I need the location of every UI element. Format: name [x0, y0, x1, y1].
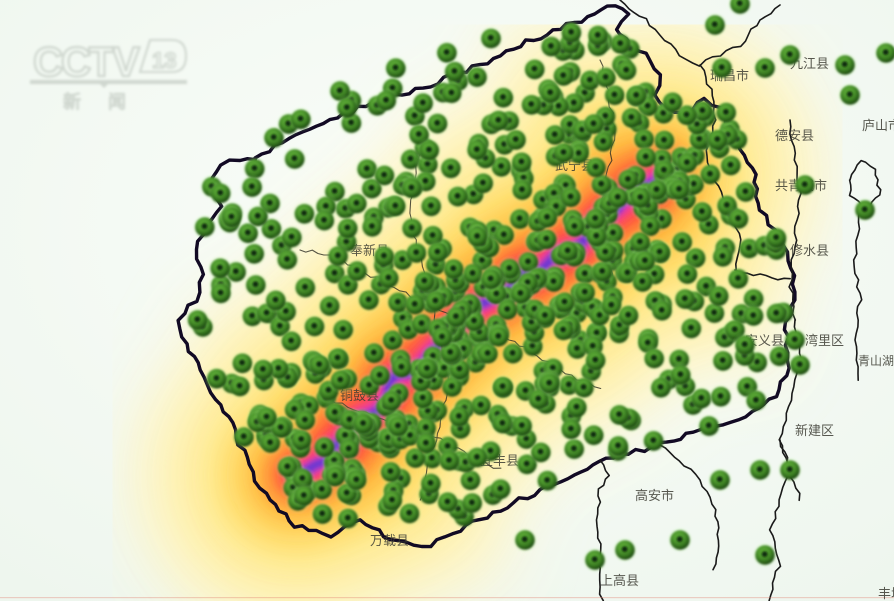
- svg-text:CCTV: CCTV: [33, 38, 140, 85]
- svg-text:湾里区: 湾里区: [805, 333, 844, 348]
- svg-text:万载县: 万载县: [370, 533, 409, 548]
- svg-text:闻: 闻: [108, 92, 126, 112]
- svg-text:新: 新: [63, 92, 81, 112]
- svg-text:高安市: 高安市: [635, 488, 674, 503]
- svg-text:青山湖: 青山湖: [858, 353, 894, 368]
- svg-text:新建区: 新建区: [795, 423, 834, 438]
- svg-text:修水县: 修水县: [790, 243, 829, 258]
- svg-text:上高县: 上高县: [600, 573, 639, 588]
- svg-text:德安县: 德安县: [775, 128, 814, 143]
- svg-text:丰城市: 丰城市: [878, 586, 894, 601]
- svg-text:13: 13: [152, 48, 176, 73]
- svg-text:庐山市: 庐山市: [862, 118, 894, 133]
